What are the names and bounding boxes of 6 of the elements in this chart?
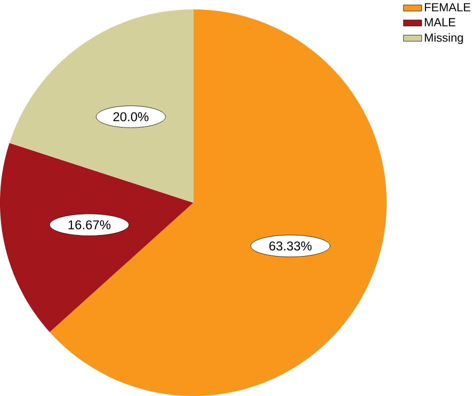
legend-label: FEMALE <box>424 3 470 12</box>
data-label: 20.0% <box>113 112 148 122</box>
data-label: 16.67% <box>68 220 110 230</box>
data-label: 63.33% <box>269 241 312 250</box>
legend-label: MALE <box>424 18 456 26</box>
legend-label: Missing <box>424 33 463 44</box>
